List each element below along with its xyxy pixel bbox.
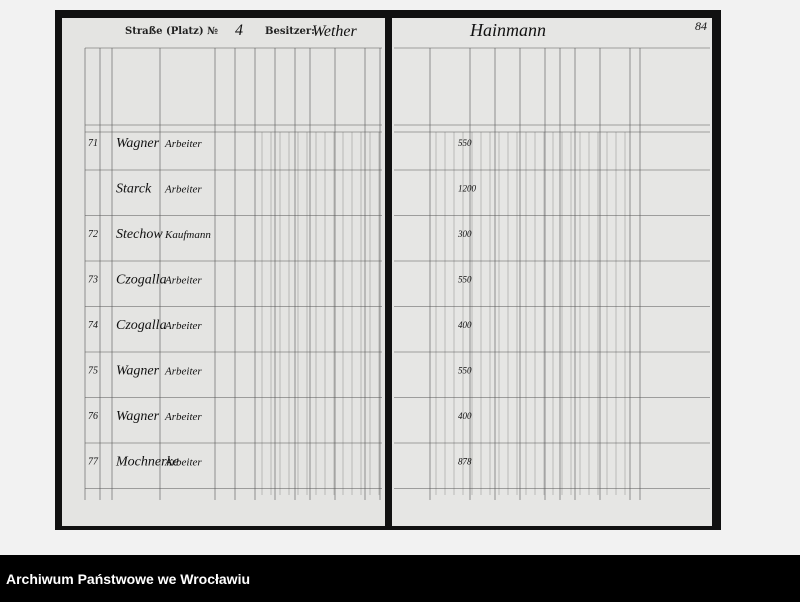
occupation: Arbeiter — [164, 457, 202, 469]
right-owner: Hainmann — [469, 20, 546, 40]
row-number: 71 — [88, 138, 98, 149]
income: 400 — [458, 320, 472, 330]
income: 550 — [458, 366, 472, 376]
ledger-grid — [84, 47, 710, 500]
occupation: Arbeiter — [164, 320, 202, 332]
row-number: 73 — [88, 275, 98, 286]
occupation: Arbeiter — [164, 184, 202, 196]
right-page — [392, 18, 712, 526]
resident-name: Czogalla — [116, 318, 167, 333]
occupation: Arbeiter — [164, 366, 202, 378]
resident-name: Starck — [116, 182, 152, 197]
house-number: 4 — [235, 22, 243, 39]
resident-name: Czogalla — [116, 273, 167, 288]
income: 878 — [458, 457, 472, 467]
income: 550 — [458, 275, 472, 285]
occupation: Kaufmann — [164, 229, 211, 241]
scan-view: Straße (Platz) № 4 Besitzer: Wether Hain… — [55, 10, 721, 530]
income: 550 — [458, 138, 472, 148]
street-label: Straße (Platz) № — [125, 26, 218, 37]
income: 1200 — [458, 184, 477, 194]
resident-name: Wagner — [116, 409, 160, 424]
resident-name: Mochnerke — [115, 455, 179, 470]
left-page — [62, 18, 385, 526]
occupation: Arbeiter — [164, 275, 202, 287]
footer-bar: Archiwum Państwowe we Wrocławiu — [0, 555, 800, 602]
page-number: 84 — [695, 19, 707, 33]
resident-name: Wagner — [116, 136, 160, 151]
resident-name: Stechow — [116, 227, 163, 242]
owner-label: Besitzer: — [265, 26, 315, 37]
occupation: Arbeiter — [164, 138, 202, 150]
row-number: 76 — [88, 411, 98, 422]
row-number: 74 — [88, 320, 98, 331]
income: 300 — [457, 229, 472, 239]
row-number: 75 — [88, 366, 98, 377]
row-number: 72 — [88, 229, 98, 240]
income: 400 — [458, 411, 472, 421]
owner: Wether — [312, 23, 358, 40]
occupation: Arbeiter — [164, 411, 202, 423]
resident-name: Wagner — [116, 364, 160, 379]
archive-name: Archiwum Państwowe we Wrocławiu — [6, 571, 251, 587]
row-number: 77 — [88, 457, 99, 468]
